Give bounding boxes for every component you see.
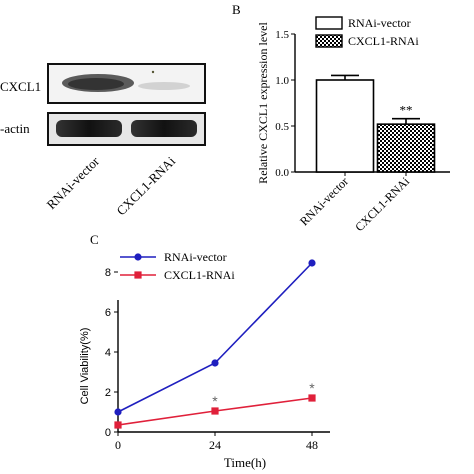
blot-speck [151, 70, 155, 74]
bar-y-tick-label: 1.5 [275, 29, 289, 41]
point-rnai-vector [211, 359, 219, 367]
legend-label-rnai-vector: RNAi-vector [348, 16, 411, 30]
panel-a-blot: CXCL1 -actin RNAi-vector CXCL1-RNAi [0, 63, 206, 218]
point-rnai-vector [308, 259, 316, 267]
actin-band-rnai [131, 120, 197, 137]
line-x-tick-label: 24 [209, 438, 221, 452]
line-y-tick-label: 0 [105, 427, 111, 439]
blot-label-actin: -actin [0, 121, 30, 136]
line-y-tick-label: 8 [105, 267, 111, 279]
line-y-axis-label: Cell Viability(%) [79, 328, 91, 405]
legend-marker-rnai-vector [134, 253, 142, 261]
panel-letter-c: C [90, 232, 99, 247]
legend-swatch-cxcl1-rnai [315, 34, 343, 48]
line-x-tick-label: 0 [115, 438, 121, 452]
significance-marker: ** [400, 103, 413, 118]
blot-label-cxcl1: CXCL1 [0, 79, 41, 94]
legend-label-rnai-vector: RNAi-vector [164, 250, 227, 264]
series-line-rnai-vector [117, 262, 313, 413]
bar-y-tick-label: 0.0 [275, 167, 289, 179]
line-x-axis-label: Time(h) [224, 455, 266, 470]
bar-x-tick-label: RNAi-vector [297, 174, 351, 228]
line-y-tick-label: 2 [105, 387, 111, 399]
point-cxcl1-rnai [211, 407, 219, 415]
bar-chart-plot: 0.0 0.5 1.0 1.5 Relative CXCL1 expression le… [256, 16, 450, 234]
panel-letter-b: B [232, 2, 241, 17]
legend-swatch-rnai-vector [315, 16, 343, 30]
bar-rnai-vector [315, 79, 375, 173]
line-y-tick-label: 6 [105, 307, 111, 319]
actin-band-vector [56, 120, 122, 137]
significance-marker: * [212, 393, 218, 409]
bar-cxcl1-rnai [376, 123, 436, 173]
lane-label-rnai: CXCL1-RNAi [113, 153, 178, 218]
cxcl1-band-rnai [138, 82, 190, 90]
point-cxcl1-rnai [308, 394, 316, 402]
significance-marker: * [309, 380, 315, 396]
lane-label-vector: RNAi-vector [44, 153, 103, 212]
line-y-tick-label: 4 [105, 347, 111, 359]
point-rnai-vector [114, 408, 122, 416]
point-cxcl1-rnai [114, 421, 122, 429]
legend-label-cxcl1-rnai: CXCL1-RNAi [348, 34, 419, 48]
line-x-tick-label: 48 [306, 438, 318, 452]
bar-y-axis-label: Relative CXCL1 expression level [256, 22, 270, 184]
bar-y-tick-label: 0.5 [275, 121, 289, 133]
panel-b-bar-chart: B 0.0 0.5 1.0 1.5 Relative CXCL1 expression … [232, 2, 450, 234]
legend-label-cxcl1-rnai: CXCL1-RNAi [164, 268, 235, 282]
cxcl1-band-vector-core [68, 78, 124, 90]
legend-marker-cxcl1-rnai [134, 271, 142, 279]
bar-x-tick-label: CXCL1-RNAi [352, 174, 412, 234]
bar-y-tick-label: 1.0 [275, 75, 289, 87]
